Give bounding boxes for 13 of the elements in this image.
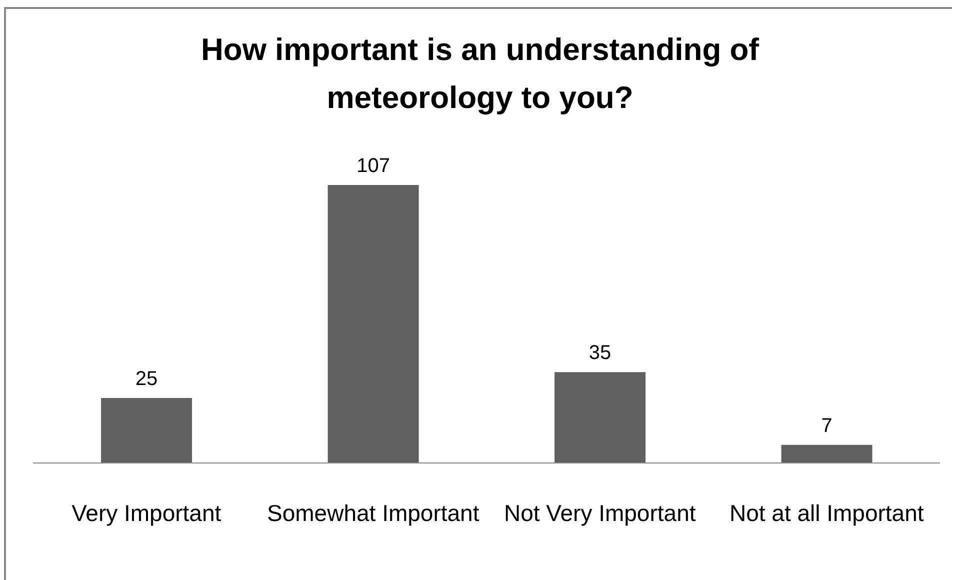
bar [101, 398, 192, 463]
chart-title: How important is an understanding of meteorology to you? [200, 31, 760, 117]
bar [781, 444, 872, 463]
x-tick-label: Not at all Important [729, 500, 924, 526]
data-label: 107 [356, 155, 390, 177]
data-label: 7 [821, 414, 832, 437]
bar [554, 372, 646, 463]
data-label: 25 [135, 368, 158, 390]
x-tick-label: Somewhat Important [267, 500, 480, 526]
x-tick-label: Not Very Important [504, 500, 696, 526]
data-label: 35 [588, 342, 612, 364]
bar [328, 185, 419, 463]
x-tick-label: Very Important [72, 500, 222, 526]
